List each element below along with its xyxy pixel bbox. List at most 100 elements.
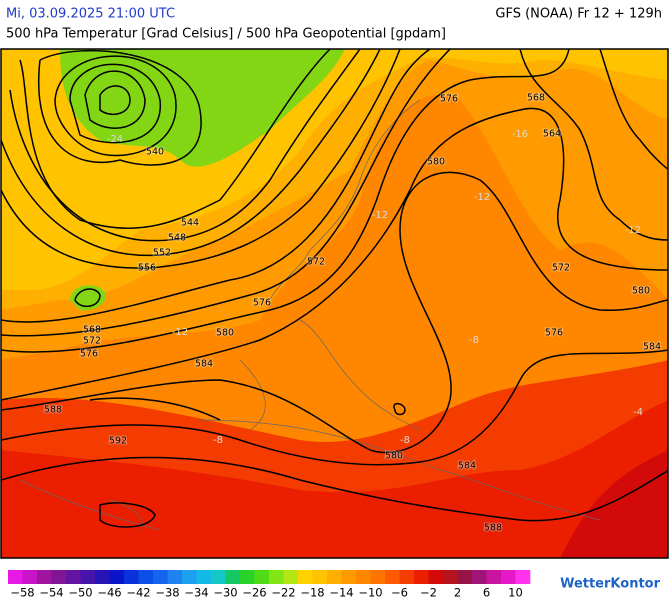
color-segment <box>283 570 299 584</box>
colorbar-tick-label: −6 <box>391 586 408 600</box>
colorbar-tick-label: −34 <box>184 586 208 600</box>
colorbar-tick-label: −58 <box>10 586 34 600</box>
coastlines <box>19 99 601 531</box>
color-segment <box>472 570 487 584</box>
contour-label: 576 <box>80 349 98 360</box>
color-segment <box>428 570 444 584</box>
color-segment <box>327 570 342 584</box>
subtitle: 500 hPa Temperatur [Grad Celsius] / 500 … <box>6 27 446 42</box>
color-segment <box>37 570 52 584</box>
color-segment <box>196 570 212 584</box>
contour-label: 576 <box>440 94 458 105</box>
logo: WetterKontor <box>560 577 661 592</box>
colorbar-tick-label: −26 <box>242 586 266 600</box>
contour-label: 572 <box>83 336 101 347</box>
colorbar-tick-label: −46 <box>97 586 121 600</box>
color-segment <box>124 570 139 584</box>
color-segment <box>370 570 386 584</box>
color-segment <box>298 570 313 584</box>
color-segment <box>414 570 429 584</box>
temperature-label: -8 <box>400 435 410 446</box>
colorbar-tick-label: −30 <box>213 586 237 600</box>
color-segment <box>66 570 81 584</box>
contour-label: 580 <box>427 157 445 168</box>
temperature-label: -12 <box>372 210 388 221</box>
color-segment <box>109 570 125 584</box>
color-segment <box>269 570 284 584</box>
color-segment <box>385 570 400 584</box>
contour-label: 548 <box>168 233 186 244</box>
colorbar-tick-label: −54 <box>39 586 63 600</box>
colorbar-tick-label: 2 <box>454 586 461 600</box>
temperature-label: -8 <box>469 335 479 346</box>
color-segment <box>167 570 183 584</box>
contour-label: 588 <box>484 523 502 534</box>
colorbar-tick-label: −38 <box>155 586 179 600</box>
contour-label: 576 <box>253 298 271 309</box>
temperature-label: -8 <box>213 435 223 446</box>
contour-label: 540 <box>146 147 164 158</box>
color-segment <box>80 570 96 584</box>
contour-label: 568 <box>83 325 101 336</box>
colorbar-tick-label: −14 <box>329 586 353 600</box>
temp-region <box>560 450 668 558</box>
color-segment <box>211 570 226 584</box>
color-segment <box>312 570 328 584</box>
contour-label: 580 <box>216 328 234 339</box>
model-run: GFS (NOAA) Fr 12 + 129h <box>495 7 662 22</box>
color-segment <box>8 570 23 584</box>
color-segment <box>22 570 38 584</box>
color-segment <box>153 570 168 584</box>
contour-label: 572 <box>552 263 570 274</box>
contour-label: 576 <box>545 328 563 339</box>
contour-label: 584 <box>195 359 213 370</box>
temp-region <box>60 49 345 167</box>
contour-label: 572 <box>307 257 325 268</box>
colorbar-tick-label: 10 <box>508 586 523 600</box>
color-segment <box>443 570 458 584</box>
contour-label: 580 <box>632 286 650 297</box>
map-frame <box>0 48 669 559</box>
colorbar-tick-label: −2 <box>420 586 437 600</box>
colorbar-tick-label: 6 <box>483 586 490 600</box>
color-segment <box>399 570 415 584</box>
datetime: Mi, 03.09.2025 21:00 UTC <box>6 7 175 22</box>
temperature-label: -12 <box>474 192 490 203</box>
color-segment <box>341 570 357 584</box>
color-segment <box>182 570 197 584</box>
temperature-label: -16 <box>512 129 528 140</box>
temp-region <box>1 400 668 558</box>
color-segment <box>225 570 241 584</box>
temperature-label: -24 <box>107 134 123 145</box>
color-segment <box>515 570 531 584</box>
contour-label: 568 <box>527 93 545 104</box>
colorbar-tick-label: −50 <box>68 586 92 600</box>
contour-label: 584 <box>458 461 476 472</box>
contour-label: 580 <box>385 451 403 462</box>
contour-label: 592 <box>109 436 127 447</box>
contour-label: 556 <box>138 263 156 274</box>
contour-label: 564 <box>543 129 561 140</box>
color-segment <box>51 570 67 584</box>
temperature-label: -4 <box>633 407 643 418</box>
temperature-label: -12 <box>625 225 641 236</box>
colorbar-tick-label: −18 <box>300 586 324 600</box>
colorbar-tick-label: −22 <box>271 586 295 600</box>
contour-label: 552 <box>153 248 171 259</box>
colorbar-tick-label: −42 <box>126 586 150 600</box>
color-segment <box>138 570 154 584</box>
colorbar-tick-label: −10 <box>358 586 382 600</box>
contour-label: 584 <box>643 342 661 353</box>
color-segment <box>486 570 502 584</box>
color-segment <box>457 570 473 584</box>
contour-label: 544 <box>181 218 199 229</box>
contour-label: 588 <box>44 405 62 416</box>
color-segment <box>356 570 371 584</box>
temperature-label: -12 <box>172 327 188 338</box>
color-segment <box>240 570 255 584</box>
map: 5405445485525565685725765765725805845885… <box>0 48 669 559</box>
color-segment <box>254 570 270 584</box>
color-segment <box>501 570 516 584</box>
